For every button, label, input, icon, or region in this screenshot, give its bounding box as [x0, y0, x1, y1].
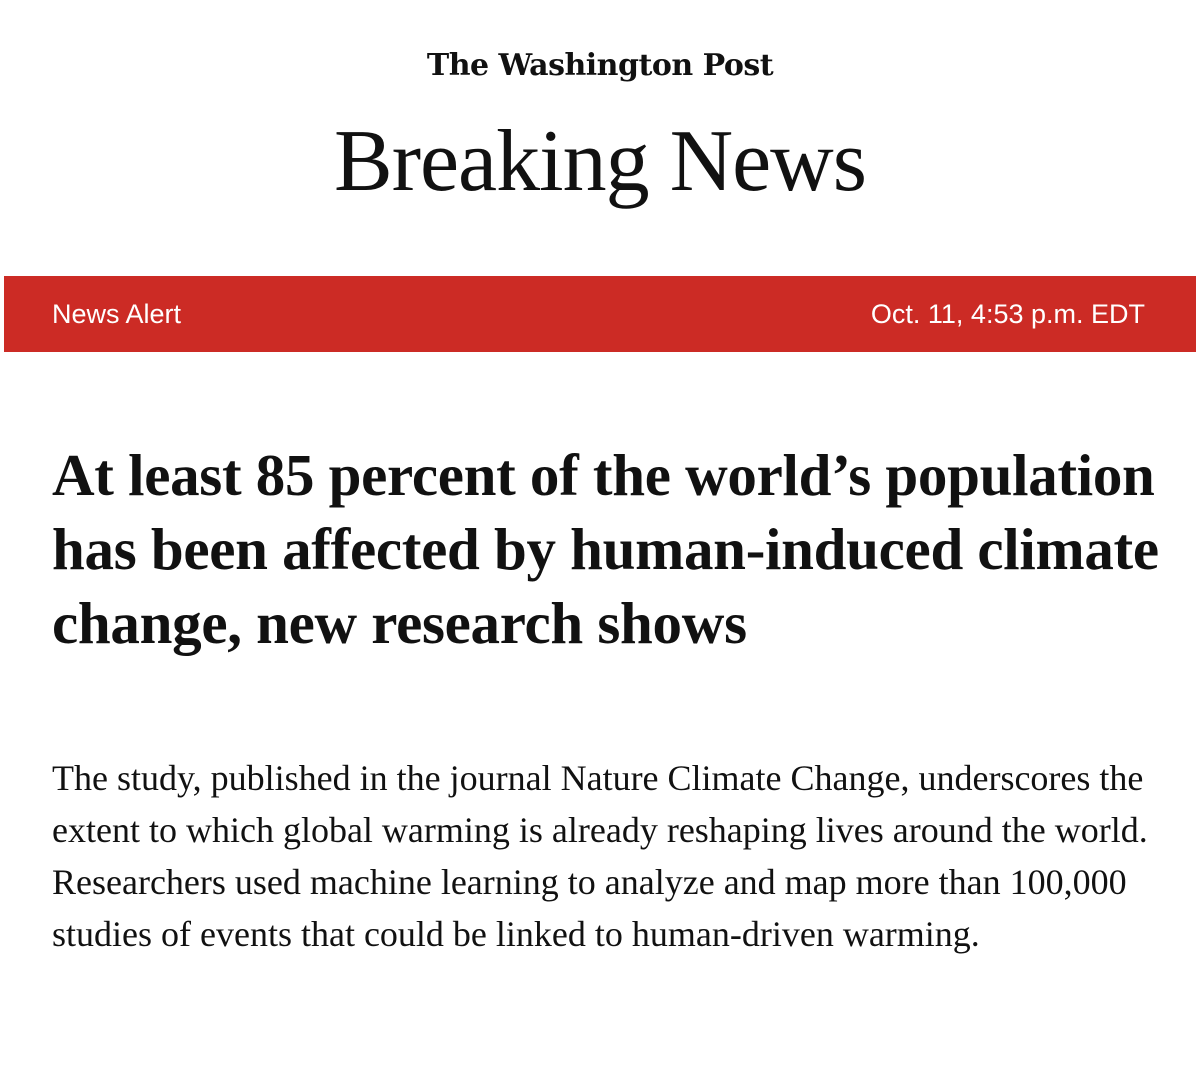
page-title: Breaking News — [334, 113, 867, 210]
article-headline[interactable]: At least 85 percent of the world’s popul… — [52, 442, 1159, 656]
news-alert-bar: News Alert Oct. 11, 4:53 p.m. EDT — [4, 276, 1196, 352]
masthead-logo: The Washington Post — [426, 48, 774, 83]
alert-label: News Alert — [52, 298, 182, 329]
alert-timestamp: Oct. 11, 4:53 p.m. EDT — [870, 298, 1145, 329]
article-summary: The study, published in the journal Natu… — [52, 758, 1148, 954]
